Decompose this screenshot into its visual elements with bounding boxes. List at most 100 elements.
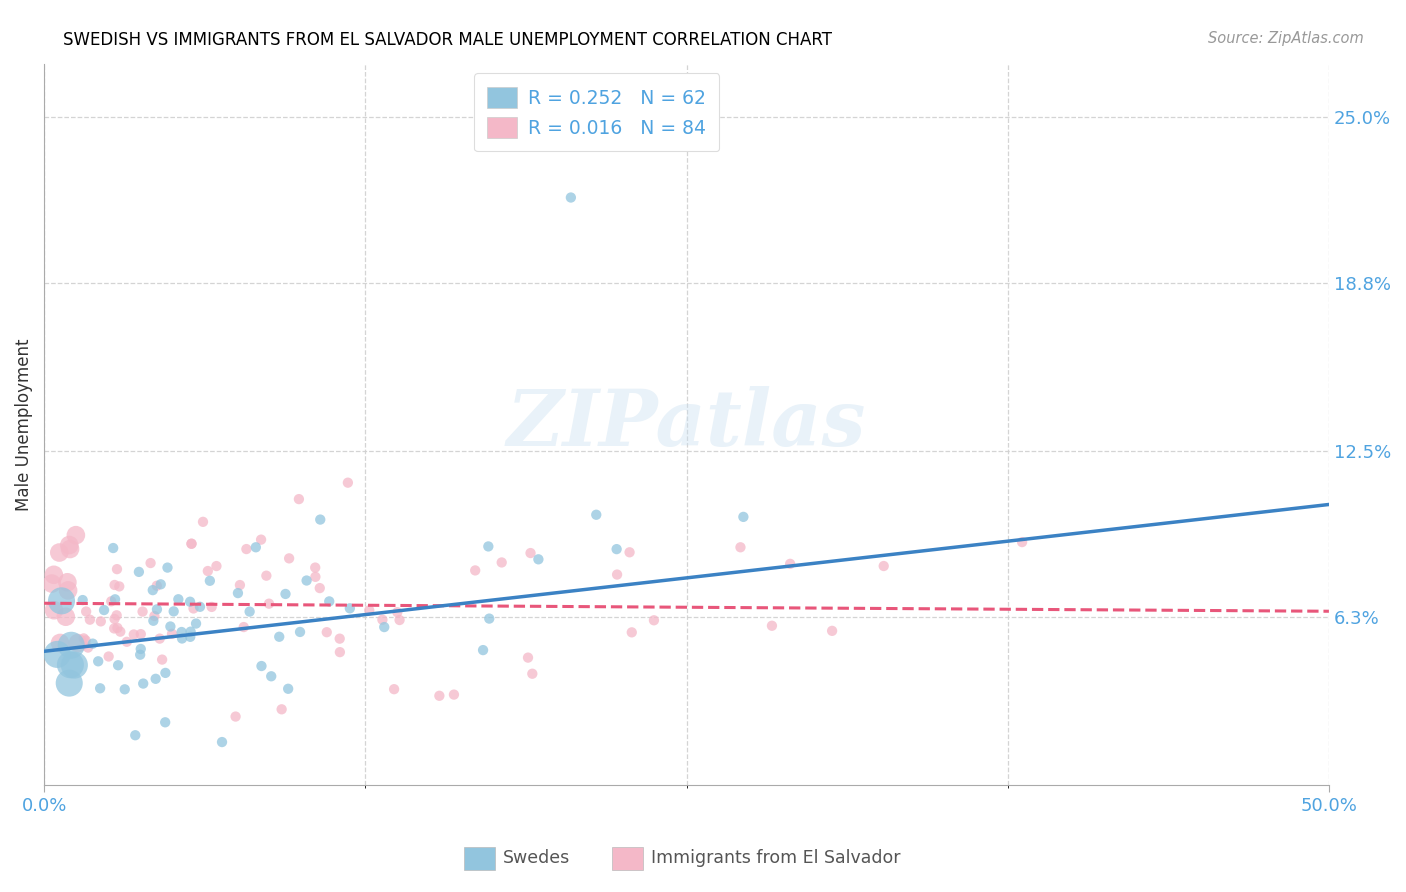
Point — [66, 636, 89, 650]
Point — [180, 624, 202, 639]
Point — [260, 669, 283, 683]
Point — [89, 681, 111, 696]
Point — [225, 709, 247, 723]
Point — [77, 640, 100, 655]
Point — [188, 599, 211, 614]
Point — [75, 633, 97, 648]
Point — [103, 622, 125, 636]
Point — [100, 594, 122, 608]
Text: SWEDISH VS IMMIGRANTS FROM EL SALVADOR MALE UNEMPLOYMENT CORRELATION CHART: SWEDISH VS IMMIGRANTS FROM EL SALVADOR M… — [63, 31, 832, 49]
Point — [427, 689, 450, 703]
Point — [619, 545, 641, 559]
Text: Swedes: Swedes — [503, 849, 571, 867]
Point — [122, 627, 145, 641]
Point — [41, 576, 63, 591]
Point — [269, 630, 291, 644]
Point — [226, 586, 249, 600]
Point — [149, 632, 172, 646]
Point — [167, 592, 190, 607]
Point — [58, 676, 80, 690]
Point — [201, 599, 224, 614]
Point — [309, 512, 332, 526]
Point — [373, 620, 395, 634]
Point — [359, 603, 381, 617]
Point — [51, 594, 73, 608]
Point — [245, 541, 267, 555]
Point — [197, 564, 219, 578]
Point — [105, 608, 128, 623]
Text: Source: ZipAtlas.com: Source: ZipAtlas.com — [1208, 31, 1364, 46]
Point — [239, 605, 262, 619]
Point — [149, 577, 172, 591]
Point — [107, 621, 129, 635]
Point — [42, 603, 65, 617]
Point — [180, 537, 202, 551]
Point — [873, 559, 896, 574]
Point — [153, 715, 176, 730]
Point — [146, 602, 169, 616]
Point — [65, 528, 87, 542]
Point — [183, 601, 205, 615]
Point — [145, 672, 167, 686]
Point — [254, 568, 277, 582]
Point — [491, 556, 513, 570]
Point — [205, 559, 228, 574]
Point — [382, 682, 405, 697]
Point — [60, 638, 83, 652]
Point — [159, 619, 181, 633]
Point — [56, 575, 79, 590]
Text: ZIPatlas: ZIPatlas — [506, 386, 866, 463]
Point — [478, 611, 501, 625]
Point — [107, 658, 129, 673]
Point — [108, 579, 131, 593]
Point — [63, 658, 86, 673]
Point — [160, 627, 183, 641]
Point — [73, 632, 96, 646]
Point — [143, 609, 166, 624]
Point — [170, 625, 193, 640]
Point — [179, 630, 201, 644]
Point — [329, 645, 352, 659]
Point — [48, 545, 70, 559]
Point — [522, 666, 544, 681]
Point — [163, 604, 186, 618]
Point — [124, 728, 146, 742]
Point — [606, 542, 628, 557]
Point — [517, 650, 540, 665]
Point — [142, 583, 165, 598]
Point — [388, 613, 411, 627]
Point — [87, 654, 110, 668]
Point — [821, 624, 844, 638]
Point — [170, 632, 193, 646]
Point — [336, 475, 359, 490]
Point — [560, 190, 582, 204]
Point — [779, 557, 801, 571]
Point — [270, 702, 292, 716]
Point — [211, 735, 233, 749]
Point — [232, 620, 254, 634]
Point — [103, 578, 125, 592]
Point — [295, 574, 318, 588]
Point — [318, 594, 340, 608]
Point — [288, 624, 311, 639]
Point — [142, 614, 165, 628]
Point — [198, 574, 221, 588]
Point — [235, 542, 257, 557]
Point — [620, 625, 643, 640]
Point — [132, 676, 155, 690]
Point — [443, 688, 465, 702]
Point — [527, 552, 550, 566]
Y-axis label: Male Unemployment: Male Unemployment — [15, 338, 32, 510]
Point — [114, 682, 136, 697]
Point — [643, 613, 665, 627]
Point — [184, 616, 207, 631]
Point — [464, 563, 486, 577]
Point — [97, 649, 120, 664]
Point — [115, 635, 138, 649]
Point — [257, 597, 280, 611]
Legend: R = 0.252   N = 62, R = 0.016   N = 84: R = 0.252 N = 62, R = 0.016 N = 84 — [474, 73, 720, 152]
Point — [139, 556, 162, 570]
Point — [58, 538, 80, 552]
Point — [90, 615, 112, 629]
Point — [128, 565, 150, 579]
